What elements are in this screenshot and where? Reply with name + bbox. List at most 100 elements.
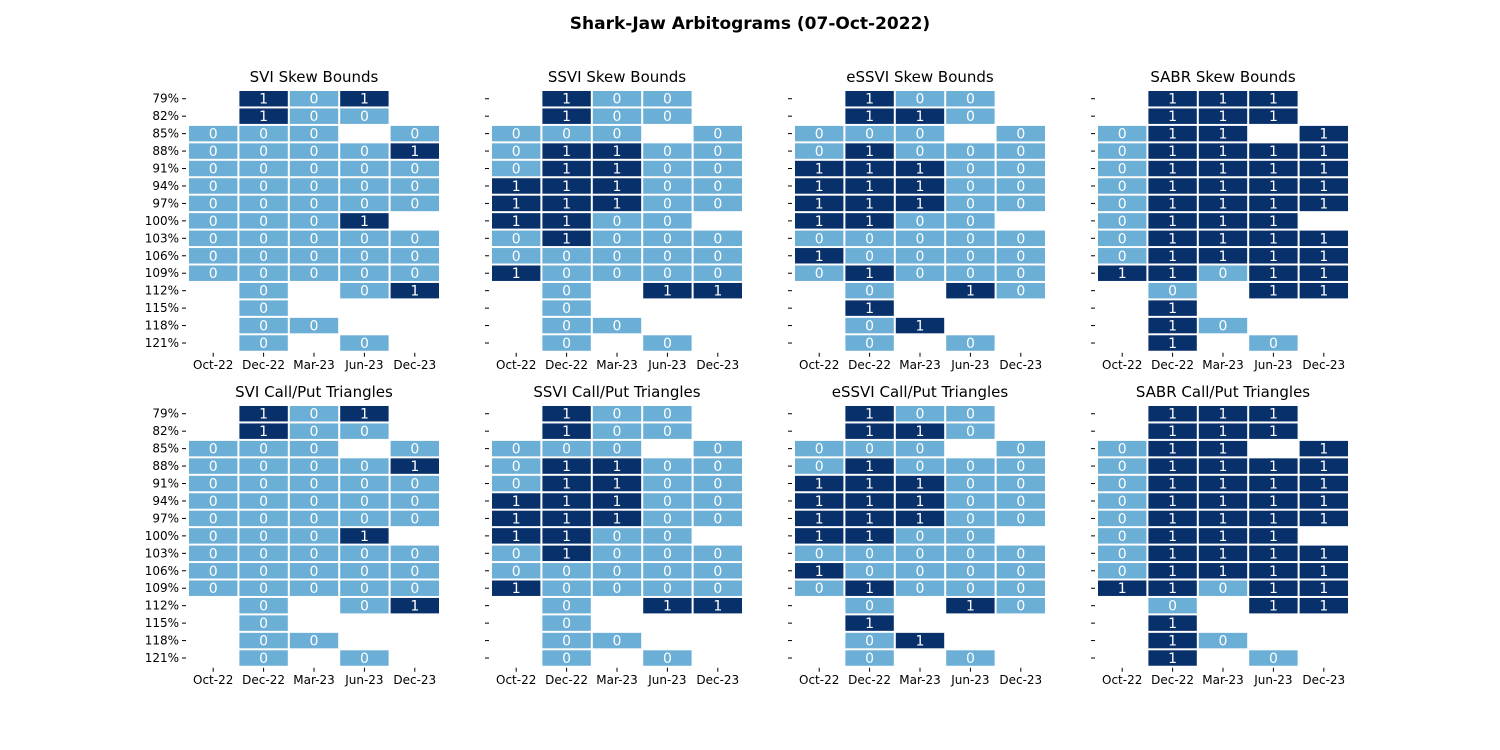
heatmap-cell xyxy=(1249,335,1298,351)
x-tick-label: Oct-22 xyxy=(193,358,233,372)
cell-value-label: 1 xyxy=(1319,249,1328,265)
heatmap-cell xyxy=(643,248,692,264)
cell-value-label: 0 xyxy=(663,511,672,527)
y-tick-label: 91% xyxy=(152,162,179,176)
cell-value-label: 0 xyxy=(663,477,672,493)
heatmap-cell xyxy=(1098,440,1147,457)
heatmap-cell xyxy=(895,545,945,562)
cell-value-label: 1 xyxy=(562,407,571,423)
heatmap-cell xyxy=(795,580,844,596)
cell-value-label: 0 xyxy=(259,599,268,615)
heatmap-cell xyxy=(492,580,541,596)
cell-value-label: 0 xyxy=(713,459,722,475)
heatmap-cell xyxy=(592,195,642,212)
cell-value-label: 0 xyxy=(360,196,369,212)
cell-value-label: 0 xyxy=(310,494,319,510)
cell-value-label: 1 xyxy=(1118,266,1127,282)
cell-value-label: 1 xyxy=(562,529,571,545)
heatmap-cell xyxy=(845,440,894,457)
cell-value-label: 0 xyxy=(663,459,672,475)
cell-value-label: 0 xyxy=(209,459,218,475)
heatmap-cell xyxy=(289,440,339,457)
heatmap-cell xyxy=(542,423,591,439)
y-tick-label: 97% xyxy=(152,511,179,525)
heatmap-cell xyxy=(289,563,339,579)
x-tick-label: Mar-23 xyxy=(596,358,637,372)
heatmap-cell xyxy=(1148,493,1197,509)
heatmap-cell xyxy=(795,160,844,177)
cell-value-label: 1 xyxy=(1219,407,1228,423)
x-tick-label: Oct-22 xyxy=(1102,673,1142,687)
cell-value-label: 0 xyxy=(360,494,369,510)
cell-value-label: 0 xyxy=(865,651,874,667)
heatmap-cell xyxy=(1249,458,1298,474)
cell-value-label: 1 xyxy=(1168,616,1177,632)
heatmap-cell xyxy=(239,143,288,159)
cell-value-label: 0 xyxy=(916,231,925,247)
cell-value-label: 1 xyxy=(1319,127,1328,143)
heatmap-cell xyxy=(239,91,288,107)
heatmap-cell xyxy=(492,195,541,212)
cell-value-label: 0 xyxy=(410,179,419,195)
cell-value-label: 1 xyxy=(1168,477,1177,493)
cell-value-label: 0 xyxy=(360,511,369,527)
heatmap-cell xyxy=(643,597,692,614)
heatmap-cell xyxy=(643,230,692,247)
x-tick-label: Dec-22 xyxy=(1151,358,1194,372)
heatmap-cell xyxy=(1148,423,1197,439)
heatmap-cell xyxy=(189,528,238,544)
y-tick-label: 97% xyxy=(152,196,179,210)
heatmap-cell xyxy=(289,406,339,422)
cell-value-label: 0 xyxy=(1016,127,1025,143)
y-tick-label: 85% xyxy=(152,442,179,456)
heatmap-cell xyxy=(289,91,339,107)
heatmap-cell xyxy=(643,143,692,159)
heatmap-cell xyxy=(239,597,288,614)
heatmap-cell xyxy=(289,178,339,194)
cell-value-label: 0 xyxy=(1219,634,1228,650)
heatmap-cell xyxy=(592,230,642,247)
heatmap-cell xyxy=(492,230,541,247)
x-tick-label: Dec-23 xyxy=(696,673,739,687)
cell-value-label: 1 xyxy=(1219,127,1228,143)
heatmap-cell xyxy=(289,528,339,544)
cell-value-label: 0 xyxy=(713,494,722,510)
cell-value-label: 0 xyxy=(966,266,975,282)
heatmap-cell xyxy=(895,265,945,281)
heatmap-cell xyxy=(946,143,995,159)
heatmap-cell xyxy=(946,528,995,544)
cell-value-label: 1 xyxy=(1219,92,1228,108)
heatmap-cell xyxy=(1148,282,1197,299)
heatmap-cell xyxy=(643,91,692,107)
x-tick-label: Dec-23 xyxy=(1302,673,1345,687)
cell-value-label: 0 xyxy=(209,494,218,510)
cell-value-label: 0 xyxy=(613,92,622,108)
cell-value-label: 0 xyxy=(966,144,975,160)
heatmap-cell xyxy=(845,143,894,159)
heatmap-cell xyxy=(1198,406,1248,422)
heatmap-cell xyxy=(1148,108,1197,124)
cell-value-label: 0 xyxy=(713,477,722,493)
heatmap-cell xyxy=(996,143,1045,159)
cell-value-label: 0 xyxy=(209,231,218,247)
heatmap-cell xyxy=(946,230,995,247)
cell-value-label: 0 xyxy=(663,494,672,510)
heatmap-cell xyxy=(795,195,844,212)
heatmap-cell xyxy=(895,510,945,527)
cell-value-label: 0 xyxy=(916,407,925,423)
heatmap-cell xyxy=(390,195,439,212)
heatmap-cell xyxy=(1299,440,1348,457)
cell-value-label: 1 xyxy=(562,424,571,440)
heatmap-cell xyxy=(946,213,995,229)
cell-value-label: 0 xyxy=(1016,284,1025,300)
cell-value-label: 0 xyxy=(1016,564,1025,580)
cell-value-label: 0 xyxy=(865,546,874,562)
heatmap-cell xyxy=(996,178,1045,194)
cell-value-label: 1 xyxy=(1269,196,1278,212)
cell-value-label: 0 xyxy=(259,319,268,335)
cell-value-label: 0 xyxy=(259,546,268,562)
cell-value-label: 1 xyxy=(1168,424,1177,440)
cell-value-label: 0 xyxy=(209,144,218,160)
cell-value-label: 0 xyxy=(713,144,722,160)
cell-value-label: 0 xyxy=(815,581,824,597)
